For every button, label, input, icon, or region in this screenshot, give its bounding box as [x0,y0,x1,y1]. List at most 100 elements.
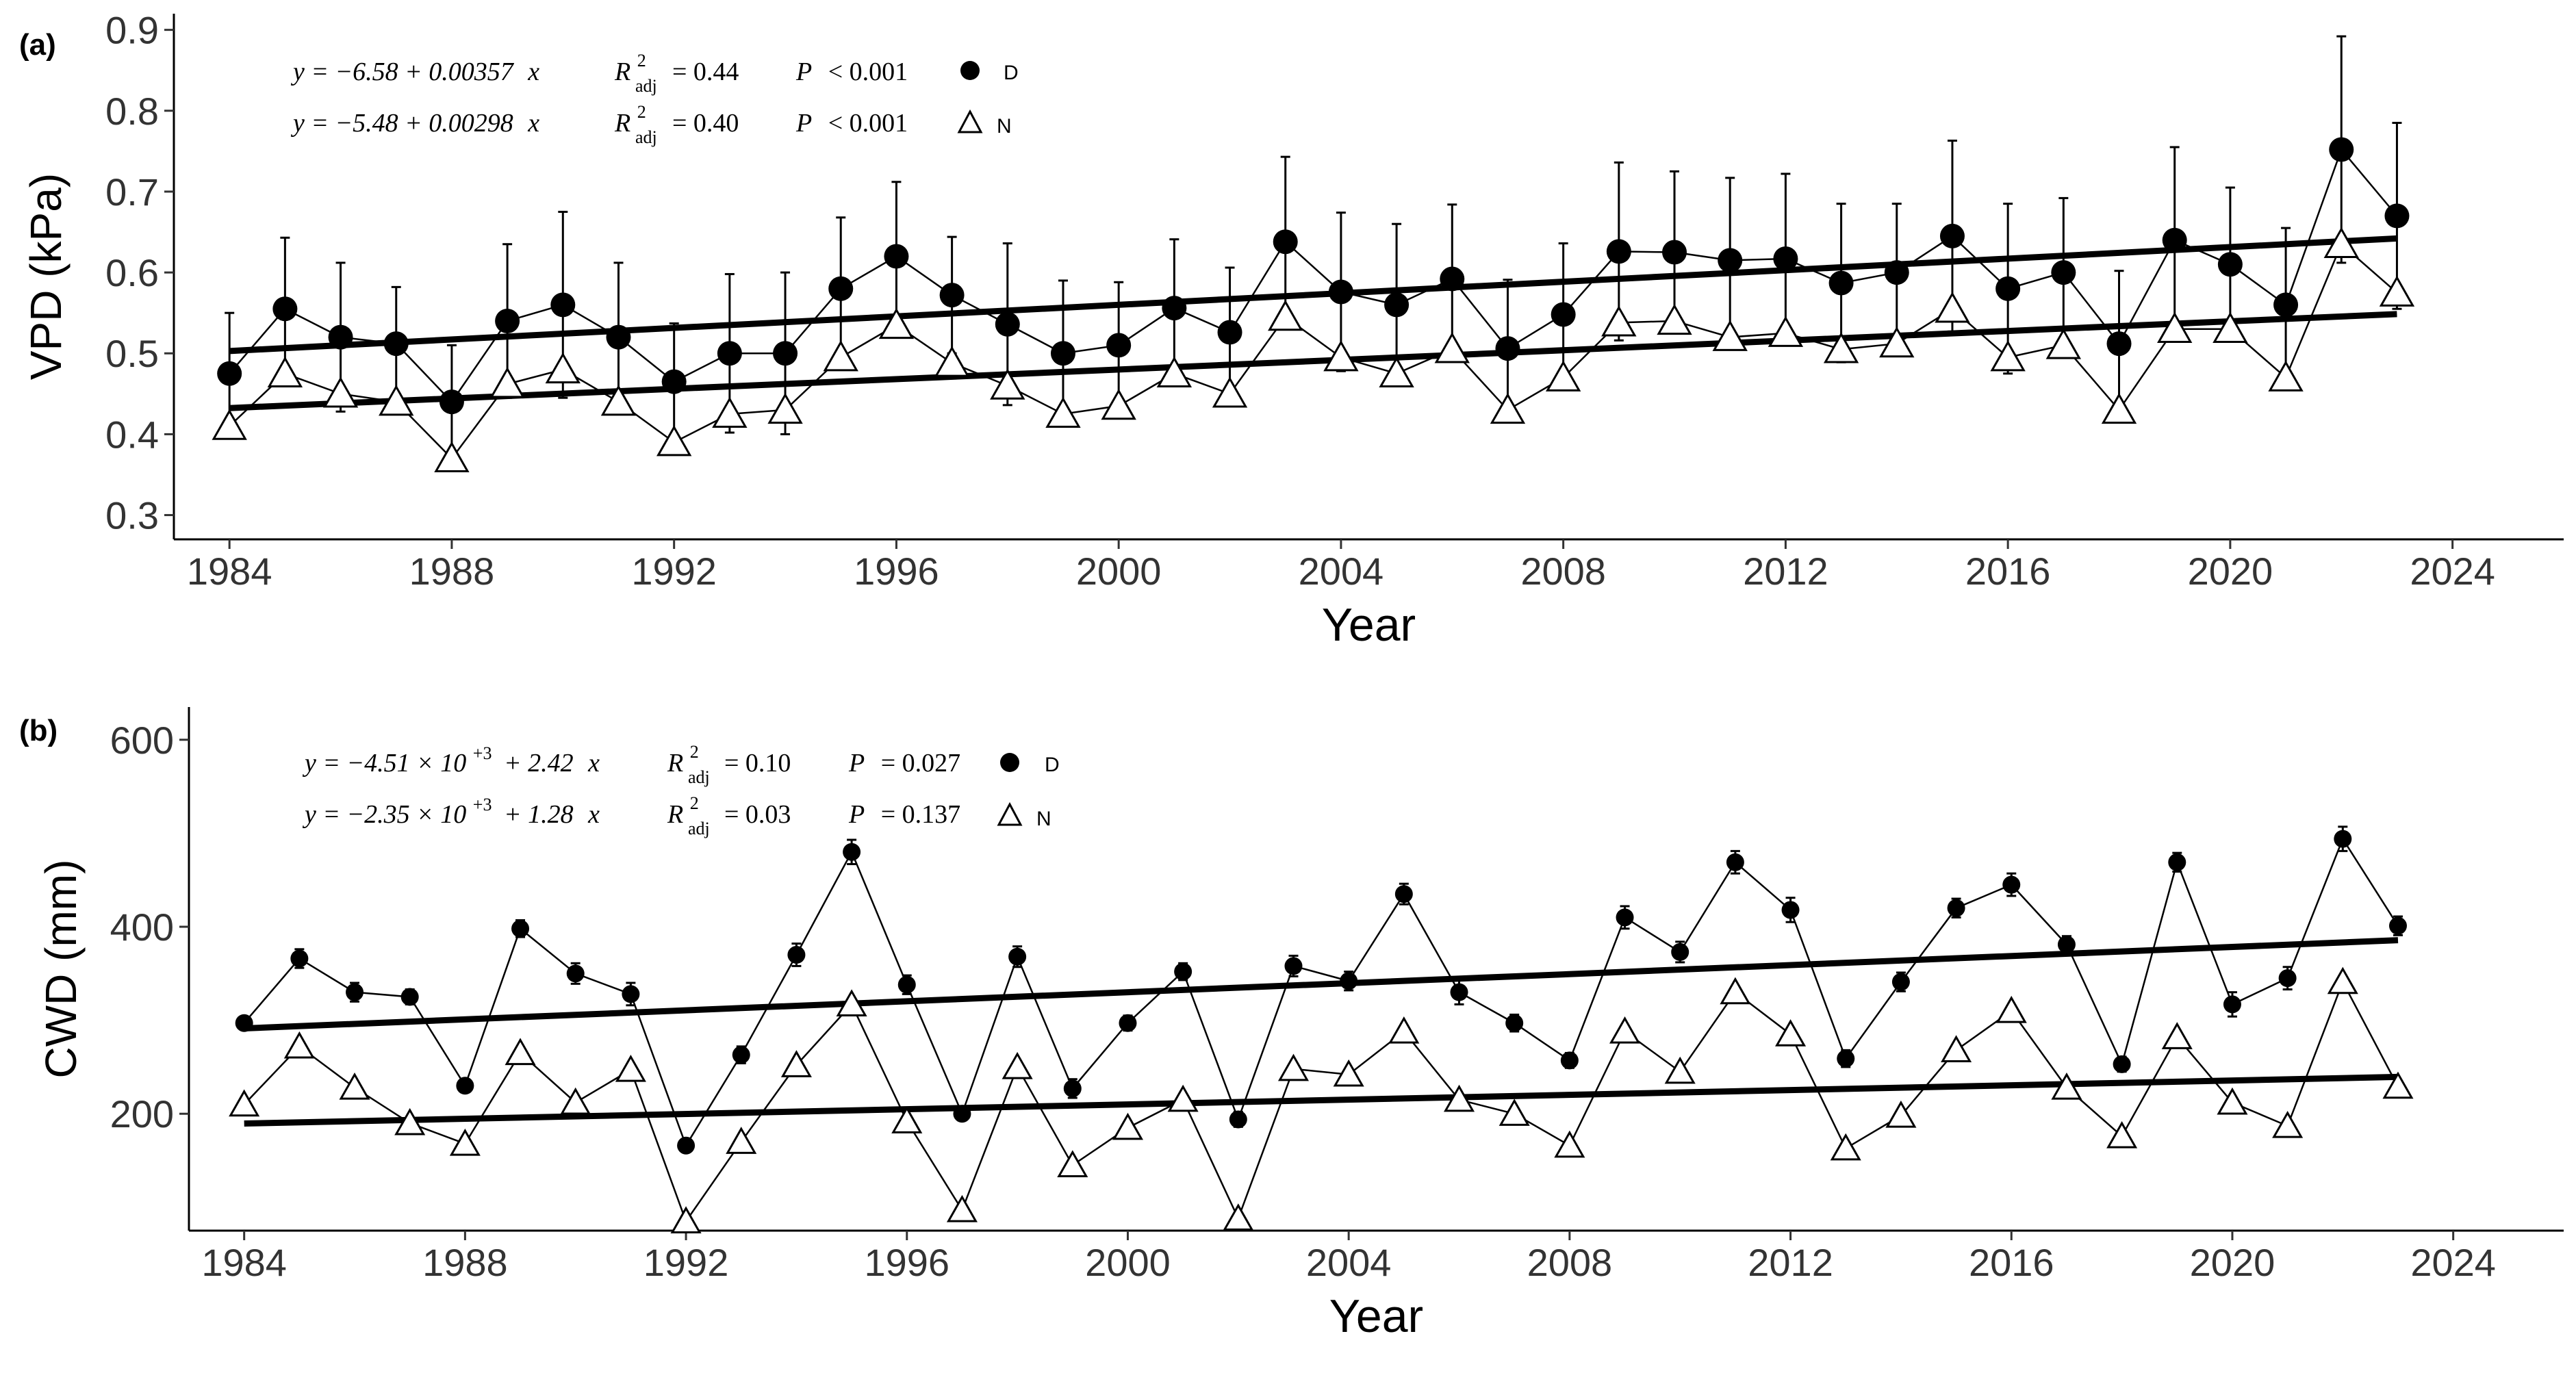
b-point-n [1554,1130,1585,1158]
panel-a-p-d-value: < 0.001 [828,57,908,86]
panel-b-label: (b) [19,714,58,747]
b-series-line-n [243,979,2399,1224]
a-point-d [661,369,687,394]
a-point-d [1162,296,1187,321]
a-point-n [322,376,359,408]
b-point-n [1941,1035,1972,1062]
panel-b-legend-d-label: D [1045,754,1060,776]
b-x-tick-label: 2008 [1527,1241,1613,1284]
b-point-d [2168,853,2186,871]
b-point-n [1995,995,2027,1023]
a-y-tick-label: 0.9 [105,9,159,52]
b-point-d [2113,1055,2131,1073]
a-point-d [495,308,520,333]
panel-a-p-n-value: < 0.001 [828,109,908,138]
b-series-line-d [243,836,2399,1148]
panel-a-legend-n-marker [957,109,983,133]
b-x-tick-label: 1996 [864,1241,949,1284]
a-x-tick-label: 2008 [1520,550,1606,593]
panel-b-p-d-value: = 0.027 [881,749,960,778]
a-point-d [1884,260,1909,285]
panel-a: (a) 1984 1988 1992 1996 2000 2004 2008 2012 2016… [19,9,2564,651]
b-point-n [1499,1099,1530,1126]
panel-b-fit-lines [244,937,2399,1127]
b-point-n [1057,1150,1088,1178]
b-point-d [1340,972,1358,990]
a-point-n [1712,320,1748,351]
b-point-d [346,983,364,1001]
a-point-d [272,296,298,322]
a-point-n [767,392,803,424]
b-point-n [1002,1051,1033,1079]
panel-a-r-n-sub: adj [635,127,657,147]
panel-b-r-n-sup: 2 [690,793,699,813]
a-point-n [1657,303,1692,335]
b-point-d [566,964,585,983]
panel-b-legend-d-marker [1000,753,1019,772]
b-point-n [1609,1016,1641,1044]
a-point-d [828,276,854,301]
panel-a-y-axis-title: VPD (kPa) [21,173,71,380]
panel-a-markers [212,137,2415,473]
a-point-d [884,244,909,269]
panel-b: (b) 1984 1988 1992 1996 2000 2004 2008 2012 2016… [19,707,2564,1342]
b-y-tick-label: 200 [110,1092,174,1135]
panel-b-eq-n-mid: + 1.28 [504,800,574,829]
a-point-d [2051,260,2076,285]
panel-b-eq-n: y = −2.35 × 10 [302,800,466,829]
panel-a-x-axis-title: Year [1322,599,1416,651]
b-x-tick-label: 2020 [2190,1241,2275,1284]
a-point-d [383,331,409,357]
panel-b-y-axis-title: CWD (mm) [36,860,86,1079]
a-x-tick-label: 1984 [187,550,272,593]
a-x-tick-label: 2016 [1965,550,2051,593]
b-point-d [1119,1014,1137,1032]
b-point-d [1671,942,1689,961]
a-point-n [545,352,581,384]
a-point-d [328,324,353,350]
a-point-n [1101,389,1136,420]
panel-a-label: (a) [19,28,56,62]
a-point-d [550,292,576,318]
panel-a-axes: 1984 1988 1992 1996 2000 2004 2008 2012 2016 2020… [105,9,2564,593]
b-point-d [2278,969,2297,988]
b-point-d [2057,935,2076,953]
a-point-d [1495,336,1520,361]
a-x-tick-label: 1992 [631,550,717,593]
b-point-d [2334,830,2352,848]
panel-b-eq-d-mid: + 2.42 [504,749,574,778]
a-point-d [1939,223,1965,248]
a-point-d [773,341,798,366]
panel-a-legend-d-label: D [1004,62,1019,84]
a-point-n [1990,340,2026,372]
a-y-tick-label: 0.3 [105,494,159,537]
a-point-d [2217,252,2243,277]
b-point-d [1891,973,1910,991]
panel-b-r-d: R [667,749,683,778]
a-point-d [1106,333,1132,358]
b-point-d [787,946,806,964]
a-point-n [878,307,915,339]
b-point-n [2161,1022,2193,1049]
b-point-n [726,1127,757,1154]
a-point-d [1773,246,1798,272]
panel-b-r-n: R [667,800,683,829]
b-point-n [1112,1112,1143,1140]
b-point-n [2327,966,2358,995]
panel-b-series-lines [243,836,2399,1224]
a-point-n [1601,305,1637,337]
a-point-n [1879,326,1915,358]
a-x-tick-label: 2020 [2188,550,2273,593]
b-point-d [511,919,530,938]
b-point-d [1174,962,1193,981]
panel-a-eq-d-x: x [527,57,539,86]
a-point-n [934,346,970,377]
a-point-n [1323,340,1359,372]
panel-b-r-d-sup: 2 [690,742,699,762]
b-point-d [1229,1110,1247,1129]
b-point-n [1664,1056,1696,1084]
b-point-n [2382,1071,2414,1099]
a-point-n [1768,316,1804,347]
b-point-d [1394,885,1413,903]
